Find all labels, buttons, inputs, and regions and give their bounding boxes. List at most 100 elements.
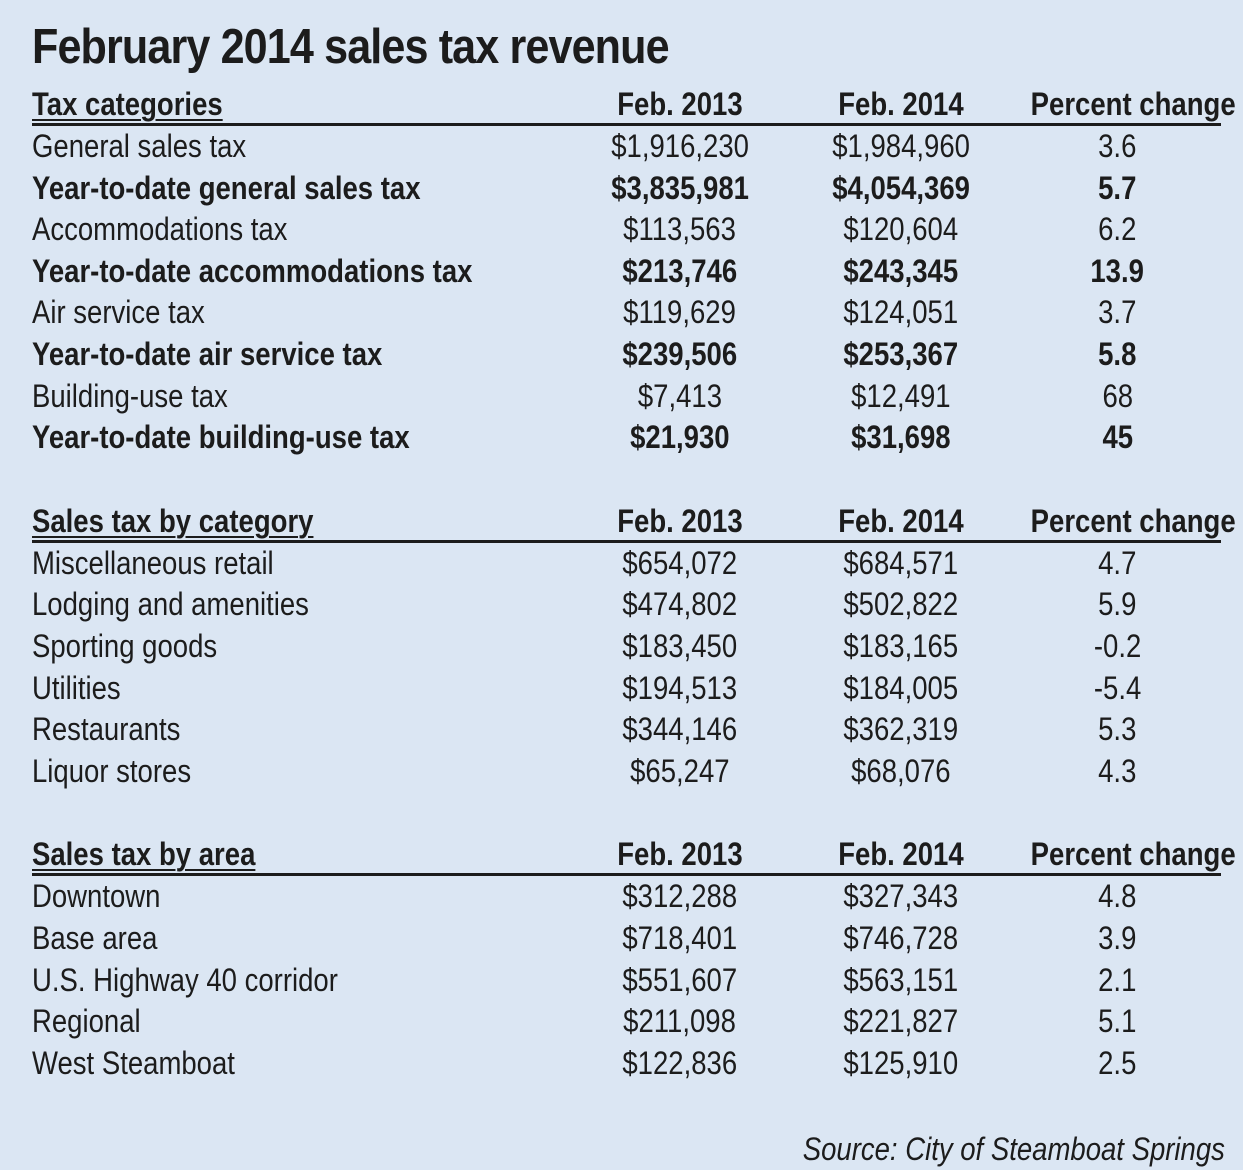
row-label: General sales tax — [32, 126, 572, 168]
percent-change-value: 2.5 — [1014, 1043, 1221, 1085]
percent-change-value: 3.7 — [1014, 292, 1221, 334]
cell-text: Year-to-date building-use tax — [32, 419, 410, 456]
table-header-row: Tax categories Feb. 2013 Feb. 2014 Percent … — [32, 84, 1236, 126]
feb-2013-value: $65,247 — [572, 751, 788, 793]
cell-text: Liquor stores — [32, 752, 192, 789]
column-header-text: Feb. 2014 — [838, 836, 964, 873]
cell-text: $68,076 — [851, 752, 951, 789]
feb-2013-value: $474,802 — [572, 584, 788, 626]
percent-change-value: -0.2 — [1014, 626, 1221, 668]
cell-text: $1,984,960 — [832, 128, 970, 164]
cell-text: Downtown — [32, 878, 161, 915]
column-header: Sales tax by category — [32, 501, 572, 541]
cell-text: 3.9 — [1098, 919, 1137, 956]
cell-text: $124,051 — [843, 294, 959, 331]
cell-text: -0.2 — [1093, 627, 1142, 664]
table-row: Year-to-date general sales tax $3,835,981… — [32, 168, 1221, 210]
feb-2013-value: $312,288 — [572, 876, 788, 918]
cell-text: 5.7 — [1098, 169, 1137, 206]
column-header: Feb. 2014 — [788, 501, 1014, 541]
cell-text: 4.7 — [1098, 544, 1137, 581]
row-label: Base area — [32, 918, 572, 960]
cell-text: 13.9 — [1090, 252, 1145, 289]
table-row: Sporting goods $183,450 $183,165 -0.2 — [32, 626, 1221, 668]
row-label: Restaurants — [32, 709, 572, 751]
column-header: Feb. 2013 — [572, 84, 788, 124]
cell-text: $194,513 — [622, 669, 738, 706]
cell-text: $65,247 — [630, 752, 730, 789]
table-row: Liquor stores $65,247 $68,076 4.3 — [32, 751, 1221, 793]
row-label: Year-to-date general sales tax — [32, 168, 572, 210]
column-header-text: Feb. 2013 — [617, 86, 743, 122]
column-header-text: Percent change — [1030, 86, 1236, 122]
feb-2014-value: $502,822 — [788, 584, 1014, 626]
cell-text: Building-use tax — [32, 377, 228, 414]
percent-change-value: 68 — [1014, 376, 1221, 418]
table-row: Regional $211,098 $221,827 5.1 — [32, 1001, 1221, 1043]
table-row: General sales tax $1,916,230 $1,984,960 3.6 — [32, 126, 1221, 168]
cell-text: $184,005 — [843, 669, 959, 706]
column-header: Sales tax by area — [32, 834, 572, 874]
feb-2013-value: $718,401 — [572, 918, 788, 960]
page-title: February 2014 sales tax revenue — [32, 20, 670, 74]
cell-text: $7,413 — [637, 377, 723, 414]
cell-text: -5.4 — [1093, 669, 1142, 706]
cell-text: Restaurants — [32, 711, 181, 748]
cell-text: 68 — [1102, 377, 1133, 414]
cell-text: $502,822 — [843, 586, 959, 623]
cell-text: 3.7 — [1098, 294, 1137, 331]
column-header: Feb. 2014 — [788, 84, 1014, 124]
cell-text: $362,319 — [843, 711, 959, 748]
table-row: Air service tax $119,629 $124,051 3.7 — [32, 292, 1221, 334]
cell-text: West Steamboat — [32, 1044, 235, 1081]
percent-change-value: 45 — [1014, 417, 1221, 459]
percent-change-value: 4.3 — [1014, 751, 1221, 793]
table-section: Tax categories Feb. 2013 Feb. 2014 Percent … — [32, 84, 1236, 459]
cell-text: $183,165 — [843, 627, 959, 664]
cell-text: Year-to-date air service tax — [32, 335, 383, 372]
cell-text: $31,698 — [851, 419, 951, 456]
feb-2014-value: $31,698 — [788, 417, 1014, 459]
cell-text: Lodging and amenities — [32, 586, 309, 623]
feb-2013-value: $213,746 — [572, 251, 788, 293]
percent-change-value: 5.8 — [1014, 334, 1221, 376]
column-header-text: Feb. 2013 — [617, 836, 743, 873]
column-header-text: Sales tax by area — [32, 836, 256, 873]
row-label: Building-use tax — [32, 376, 572, 418]
column-header: Percent change — [1014, 84, 1243, 124]
cell-text: 5.9 — [1098, 586, 1137, 623]
cell-text: Accommodations tax — [32, 211, 288, 248]
cell-text: $221,827 — [843, 1003, 959, 1040]
cell-text: 3.6 — [1098, 128, 1137, 164]
cell-text: 4.8 — [1098, 878, 1137, 915]
column-header-text: Percent change — [1030, 502, 1236, 539]
feb-2014-value: $4,054,369 — [788, 168, 1014, 210]
column-header-text: Feb. 2013 — [617, 502, 743, 539]
row-label: West Steamboat — [32, 1043, 572, 1085]
feb-2014-value: $125,910 — [788, 1043, 1014, 1085]
percent-change-value: 2.1 — [1014, 960, 1221, 1002]
cell-text: 6.2 — [1098, 211, 1137, 248]
cell-text: $12,491 — [851, 377, 951, 414]
cell-text: $122,836 — [622, 1044, 738, 1081]
column-header-text: Sales tax by category — [32, 502, 314, 539]
column-header-text: Feb. 2014 — [838, 502, 964, 539]
cell-text: Miscellaneous retail — [32, 544, 274, 581]
feb-2014-value: $184,005 — [788, 668, 1014, 710]
cell-text: $654,072 — [622, 544, 738, 581]
percent-change-value: 6.2 — [1014, 209, 1221, 251]
source-note: Source: City of Steamboat Springs — [802, 1131, 1225, 1167]
cell-text: $563,151 — [843, 961, 959, 998]
column-header: Feb. 2013 — [572, 834, 788, 874]
feb-2013-value: $183,450 — [572, 626, 788, 668]
feb-2014-value: $243,345 — [788, 251, 1014, 293]
feb-2014-value: $221,827 — [788, 1001, 1014, 1043]
feb-2014-value: $253,367 — [788, 334, 1014, 376]
cell-text: $344,146 — [622, 711, 738, 748]
feb-2013-value: $1,916,230 — [572, 126, 788, 168]
cell-text: $684,571 — [843, 544, 959, 581]
cell-text: $113,563 — [623, 211, 737, 248]
feb-2013-value: $3,835,981 — [572, 168, 788, 210]
cell-text: U.S. Highway 40 corridor — [32, 961, 338, 998]
table-row: West Steamboat $122,836 $125,910 2.5 — [32, 1043, 1221, 1085]
